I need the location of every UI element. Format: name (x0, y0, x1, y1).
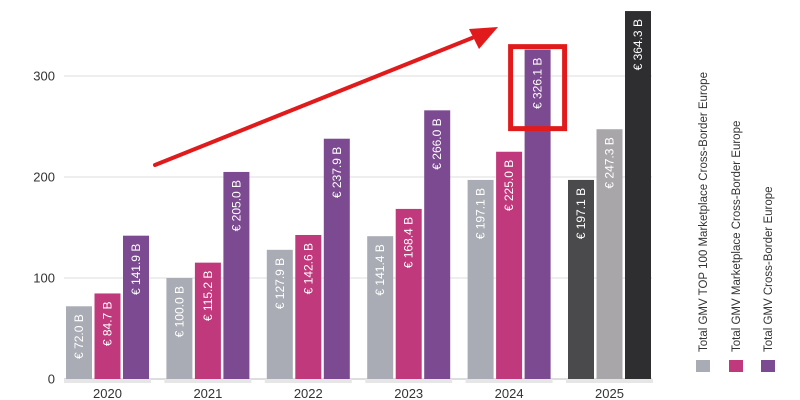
category-band (264, 379, 352, 383)
bar-2021-series-1 (166, 278, 193, 379)
bar-value-label: € 205.0 B (229, 180, 243, 231)
y-tick-label: 200 (33, 170, 55, 185)
bar-value-label: € 141.4 B (373, 244, 387, 295)
legend-swatch-1 (696, 360, 710, 372)
bar-2025-series-3 (625, 11, 651, 379)
category-band-layer (64, 379, 653, 383)
category-band (64, 379, 151, 383)
bar-value-label: € 142.6 B (301, 243, 315, 294)
category-band (566, 379, 653, 383)
bar-value-label: € 364.3 B (631, 19, 645, 70)
bar-2020-series-2 (94, 293, 121, 379)
legend: Total GMV TOP 100 Marketplace Cross-Bord… (696, 72, 775, 372)
bar-value-label: € 266.0 B (430, 118, 444, 169)
legend-label-2: Total GMV Marketplace Cross-Border Europ… (731, 121, 743, 352)
x-tick-label: 2021 (193, 386, 222, 400)
bar-value-label: € 225.0 B (502, 160, 516, 211)
bar-2022-series-2 (295, 234, 322, 379)
trend-arrow-head (469, 27, 498, 49)
x-tick-label: 2020 (93, 386, 122, 400)
category-band (465, 379, 553, 383)
bar-2024-series-1 (467, 179, 494, 379)
bar-value-label: € 247.3 B (603, 137, 617, 188)
bar-value-label: € 326.1 B (531, 58, 545, 109)
axis-layer: 0 100 200 300 2020 2021 2022 2023 2024 2025 (33, 69, 624, 400)
bar-2022-series-1 (266, 249, 293, 379)
x-tick-label: 2025 (595, 386, 624, 400)
bar-2023-series-1 (367, 236, 394, 379)
legend-label-1: Total GMV TOP 100 Marketplace Cross-Bord… (698, 72, 710, 352)
bar-value-label: € 72.0 B (72, 314, 86, 359)
x-tick-label: 2024 (495, 386, 524, 400)
bar-2020-series-1 (66, 306, 92, 379)
bar-2024-series-2 (496, 151, 523, 379)
bar-2022-series-3 (323, 138, 350, 379)
bar-2024-series-3 (524, 49, 551, 379)
grid-layer (64, 75, 652, 380)
bar-value-label: € 84.7 B (101, 301, 115, 346)
legend-label-3: Total GMV Cross-Border Europe (763, 186, 775, 352)
bar-2025-series-2 (596, 129, 623, 379)
bar-value-label: € 115.2 B (201, 271, 215, 321)
bar-2023-series-3 (424, 110, 451, 379)
legend-swatch-3 (761, 360, 775, 372)
bar-2021-series-3 (223, 171, 250, 379)
bar-value-label: € 168.4 B (402, 217, 416, 268)
annotation-layer (153, 27, 568, 167)
bar-value-label: € 197.1 B (574, 188, 588, 239)
bar-value-label: € 100.0 B (172, 286, 186, 337)
bar-value-label: € 237.9 B (330, 147, 344, 198)
bar-layer: € 72.0 B € 84.7 B € 141.9 B € 100.0 B € 115.… (66, 11, 651, 379)
bar-value-label: € 197.1 B (474, 188, 488, 239)
category-band (164, 379, 252, 383)
highlight-box (508, 44, 568, 132)
bar-2025-series-1 (568, 179, 594, 379)
bar-2020-series-3 (123, 235, 149, 379)
legend-swatch-2 (729, 360, 743, 372)
bar-2021-series-2 (194, 262, 221, 379)
x-tick-label: 2022 (294, 386, 323, 400)
bar-value-label: € 141.9 B (129, 244, 143, 295)
trend-arrow-shaft (153, 36, 474, 167)
y-tick-label: 0 (48, 372, 55, 387)
category-band (365, 379, 453, 383)
y-tick-label: 100 (33, 271, 55, 286)
y-tick-label: 300 (33, 69, 55, 84)
bar-value-label: € 127.9 B (273, 258, 287, 309)
x-tick-label: 2023 (394, 386, 423, 400)
bar-2023-series-2 (395, 208, 422, 379)
